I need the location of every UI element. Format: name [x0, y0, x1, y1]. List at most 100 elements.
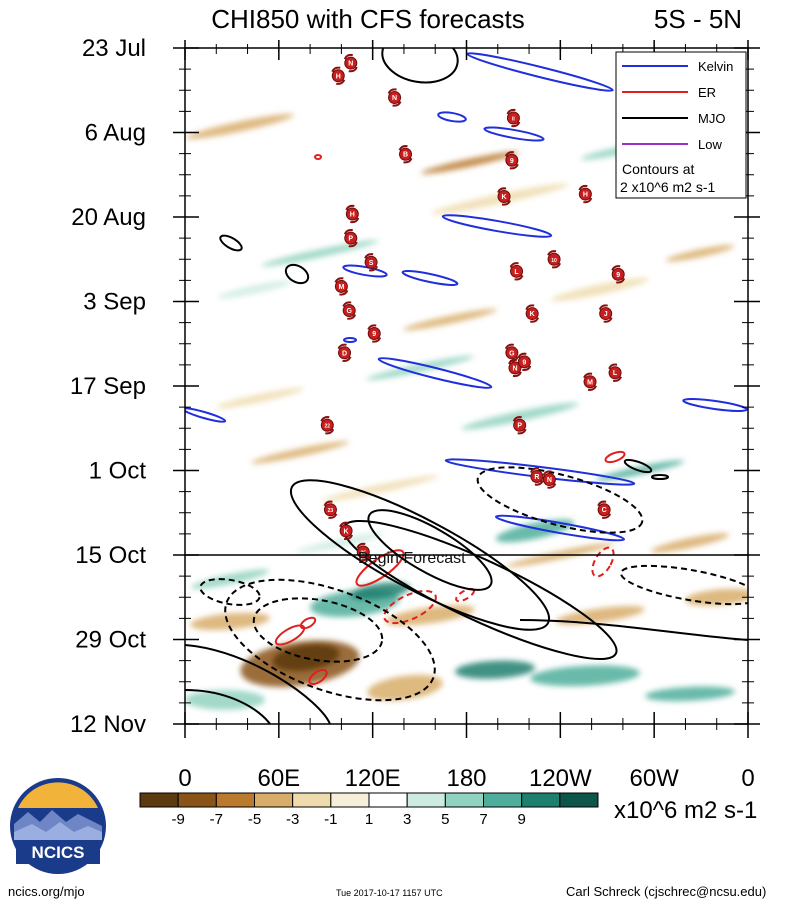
x-tick-label: 180 — [446, 765, 486, 792]
storm-marker: H — [345, 204, 360, 224]
storm-label: B — [403, 152, 408, 159]
colorbar-label: 3 — [403, 811, 411, 828]
ncics-logo: NCICS — [10, 778, 106, 874]
storm-marker: 10 — [547, 250, 562, 269]
colorbar-label: -9 — [171, 811, 184, 828]
colorbar-swatch — [406, 792, 446, 808]
x-tick-label: 120W — [529, 765, 592, 792]
colorbar-label: 9 — [517, 811, 525, 828]
colorbar-swatch — [559, 792, 599, 808]
storm-marker: C — [597, 500, 612, 519]
storm-label: N — [512, 365, 517, 372]
x-tick-label: 0 — [741, 765, 754, 792]
legend-box — [615, 51, 747, 199]
colorbar-swatch — [368, 792, 408, 808]
colorbar-swatch — [330, 792, 370, 808]
logo-text: NCICS — [32, 843, 85, 862]
storm-marker: 9 — [504, 151, 519, 170]
colorbar: -9 -7 -5 -3 -1 1 3 5 7 9 x10^6 m2 s-1 — [139, 792, 757, 828]
storm-marker: R — [529, 467, 544, 486]
storm-label: N — [348, 61, 353, 68]
storm-label: N — [392, 95, 397, 102]
storm-marker: P — [343, 228, 358, 248]
storm-marker: 9 — [367, 324, 382, 343]
storm-label: 22 — [325, 424, 331, 430]
storm-label: P — [348, 236, 353, 243]
storm-label: 9 — [522, 359, 526, 366]
storm-marker: N — [387, 88, 402, 107]
y-tick-label: 23 Jul — [82, 35, 146, 62]
colorbar-swatch — [254, 792, 294, 808]
storm-marker: S — [364, 253, 379, 272]
legend-label: ER — [698, 85, 716, 100]
legend-label: Low — [698, 137, 722, 152]
storm-label: D — [342, 350, 347, 357]
storm-marker: K — [525, 304, 540, 323]
x-tick-label: 60E — [257, 765, 300, 792]
storm-label: 10 — [551, 258, 557, 264]
legend-note-1: Contours at — [622, 161, 694, 177]
storm-marker: 22 — [320, 416, 335, 435]
storm-label: M — [338, 284, 344, 291]
storm-label: C — [602, 507, 607, 514]
storm-label: S — [369, 260, 374, 267]
storm-label: K — [502, 194, 507, 201]
colorbar-label: -5 — [248, 811, 261, 828]
colorbar-label: 7 — [479, 811, 487, 828]
colorbar-label: -7 — [210, 811, 223, 828]
storm-label: 9 — [510, 158, 514, 165]
legend-label: MJO — [698, 111, 725, 126]
storm-label: N — [547, 477, 552, 484]
storm-marker: G — [342, 301, 357, 320]
colorbar-swatch — [215, 792, 255, 808]
storm-marker: 9 — [611, 265, 626, 284]
storm-label: G — [346, 308, 352, 315]
storm-label: K — [344, 528, 349, 535]
storm-label: K — [530, 311, 535, 318]
author-credit: Carl Schreck (cjschrec@ncsu.edu) — [566, 884, 767, 899]
storm-marker: M — [583, 372, 597, 391]
storm-marker: H — [331, 66, 346, 85]
storm-label: 9 — [372, 331, 376, 338]
y-tick-label: 6 Aug — [85, 120, 146, 147]
x-tick-label: 0 — [178, 765, 191, 792]
colorbar-label: 5 — [441, 811, 449, 828]
colorbar-label: -3 — [286, 811, 299, 828]
legend: Kelvin ER MJO Low Contours at 2 x10^6 m2 s-1 — [615, 51, 747, 199]
colorbar-swatch — [139, 792, 179, 808]
y-tick-label: 20 Aug — [71, 204, 146, 231]
storm-label: 25 — [361, 550, 367, 556]
site-url[interactable]: ncics.org/mjo — [8, 884, 85, 899]
storm-marker: P — [512, 416, 527, 435]
chart-region: 5S - 5N — [654, 4, 742, 34]
storm-marker: K — [339, 521, 354, 541]
legend-note-2: 2 x10^6 m2 s-1 — [620, 179, 715, 195]
storm-label: G — [509, 350, 515, 357]
storm-marker: L — [608, 363, 622, 382]
storm-label: II — [512, 117, 515, 123]
storm-marker: 9 — [517, 352, 532, 372]
storm-label: H — [350, 211, 355, 218]
storm-label: P — [517, 423, 522, 430]
colorbar-swatch — [444, 792, 485, 808]
storm-label: L — [514, 269, 519, 276]
storm-label: R — [534, 474, 539, 481]
storm-label: J — [604, 311, 608, 318]
x-tick-label: 120E — [345, 765, 401, 792]
y-tick-label: 1 Oct — [89, 458, 147, 485]
y-tick-label: 3 Sep — [83, 289, 146, 316]
storm-marker: M — [334, 277, 349, 296]
y-tick-label: 17 Sep — [70, 373, 146, 400]
chart-title: CHI850 with CFS forecasts — [211, 4, 525, 34]
storm-marker: H — [578, 184, 593, 204]
storm-marker: 23 — [323, 500, 338, 519]
colorbar-swatch — [177, 792, 217, 808]
storm-label: 23 — [328, 508, 334, 514]
colorbar-units: x10^6 m2 s-1 — [614, 797, 757, 824]
storm-marker: N — [542, 470, 557, 489]
y-axis: 23 Jul 6 Aug 20 Aug 3 Sep 17 Sep 1 Oct 15 Oct 2… — [70, 35, 760, 738]
x-tick-label: 60W — [629, 765, 679, 792]
forecast-label: Begin Forecast — [358, 550, 466, 567]
storm-label: H — [336, 73, 341, 80]
